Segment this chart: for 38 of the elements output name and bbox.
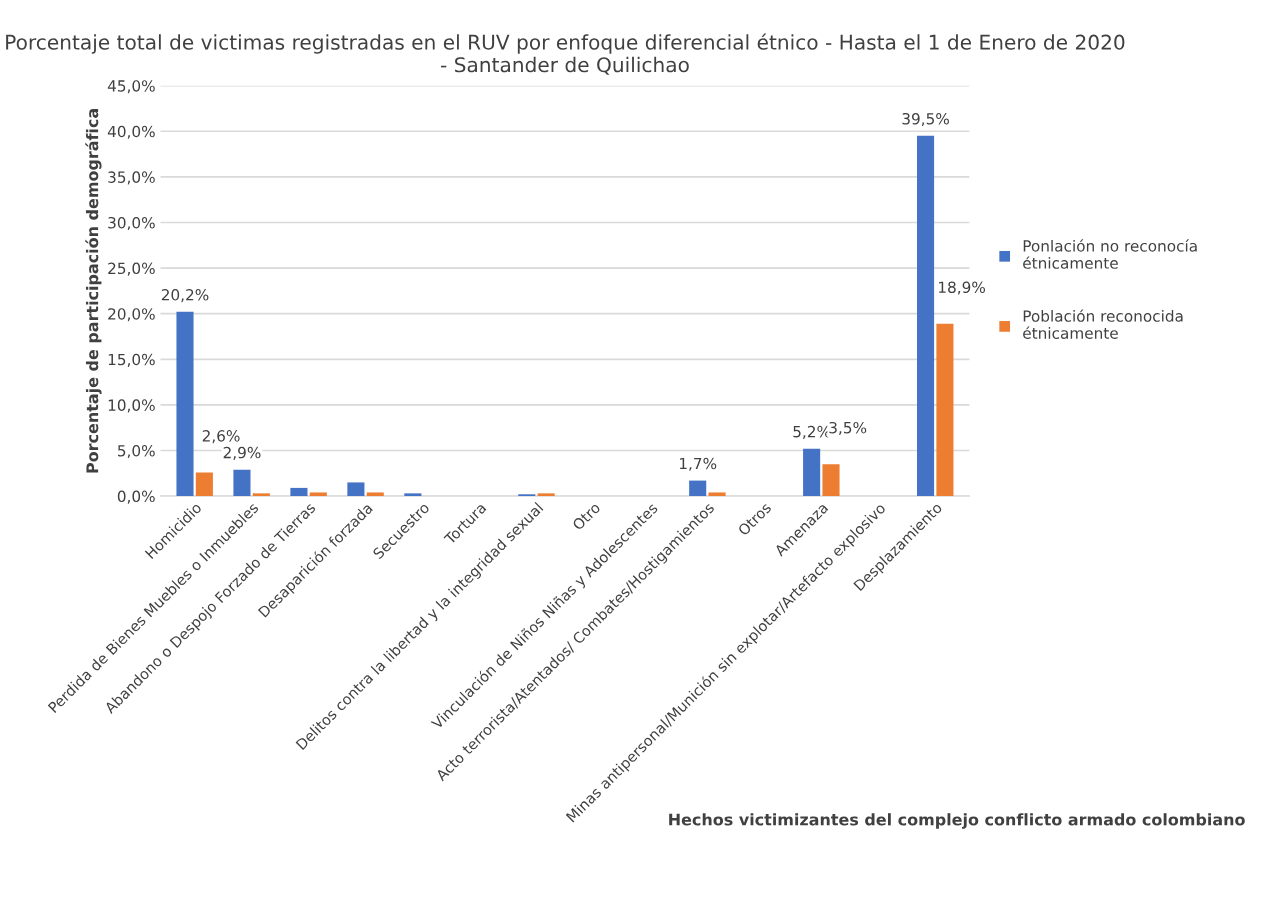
y-tick-label: 40,0% (107, 125, 155, 139)
bar (822, 464, 840, 497)
bar (176, 311, 194, 497)
data-label: 1,7% (679, 457, 717, 471)
y-tick-label: 45,0% (107, 80, 155, 94)
data-label: 39,5% (902, 113, 949, 127)
data-label: 2,6% (202, 430, 240, 444)
bar (708, 492, 726, 497)
bar (309, 492, 327, 497)
y-tick-label: 10,0% (108, 399, 155, 413)
chart-title: Porcentaje total de victimas registradas en el RUV por enfoque diferencial étnico - Hasta el 1 de Enero de 2020 - Santander de Quilichao (6, 33, 1125, 75)
legend-label: Población reconocida étnicamente (1023, 309, 1183, 339)
bar (366, 492, 384, 497)
bar (689, 480, 707, 497)
data-label: 2,9% (223, 446, 261, 460)
bar (195, 472, 213, 497)
y-tick-label: 0,0% (117, 490, 155, 504)
x-axis-title: Hechos victimizantes del complejo conflicto armado colombiano (669, 813, 1245, 829)
bar (290, 487, 308, 497)
data-label: 3,5% (829, 421, 867, 435)
legend-label: Ponlación no reconocía étnicamente (1023, 239, 1197, 269)
bar (803, 448, 821, 497)
y-tick-label: 5,0% (118, 444, 155, 459)
y-tick-label: 20,0% (108, 308, 155, 322)
bar (936, 323, 954, 497)
data-label: 20,2% (161, 289, 209, 303)
bar (404, 493, 422, 497)
y-tick-label: 15,0% (108, 353, 155, 367)
bar (233, 469, 251, 497)
y-tick-label: 30,0% (108, 216, 155, 231)
bar (917, 135, 935, 497)
bar (347, 482, 365, 497)
y-tick-label: 35,0% (108, 171, 155, 185)
bar (537, 493, 555, 497)
data-label: 18,9% (939, 281, 986, 295)
bar (252, 493, 270, 497)
y-tick-label: 25,0% (108, 262, 155, 276)
y-axis-title: Porcentaje de participación demográfica (85, 109, 102, 473)
